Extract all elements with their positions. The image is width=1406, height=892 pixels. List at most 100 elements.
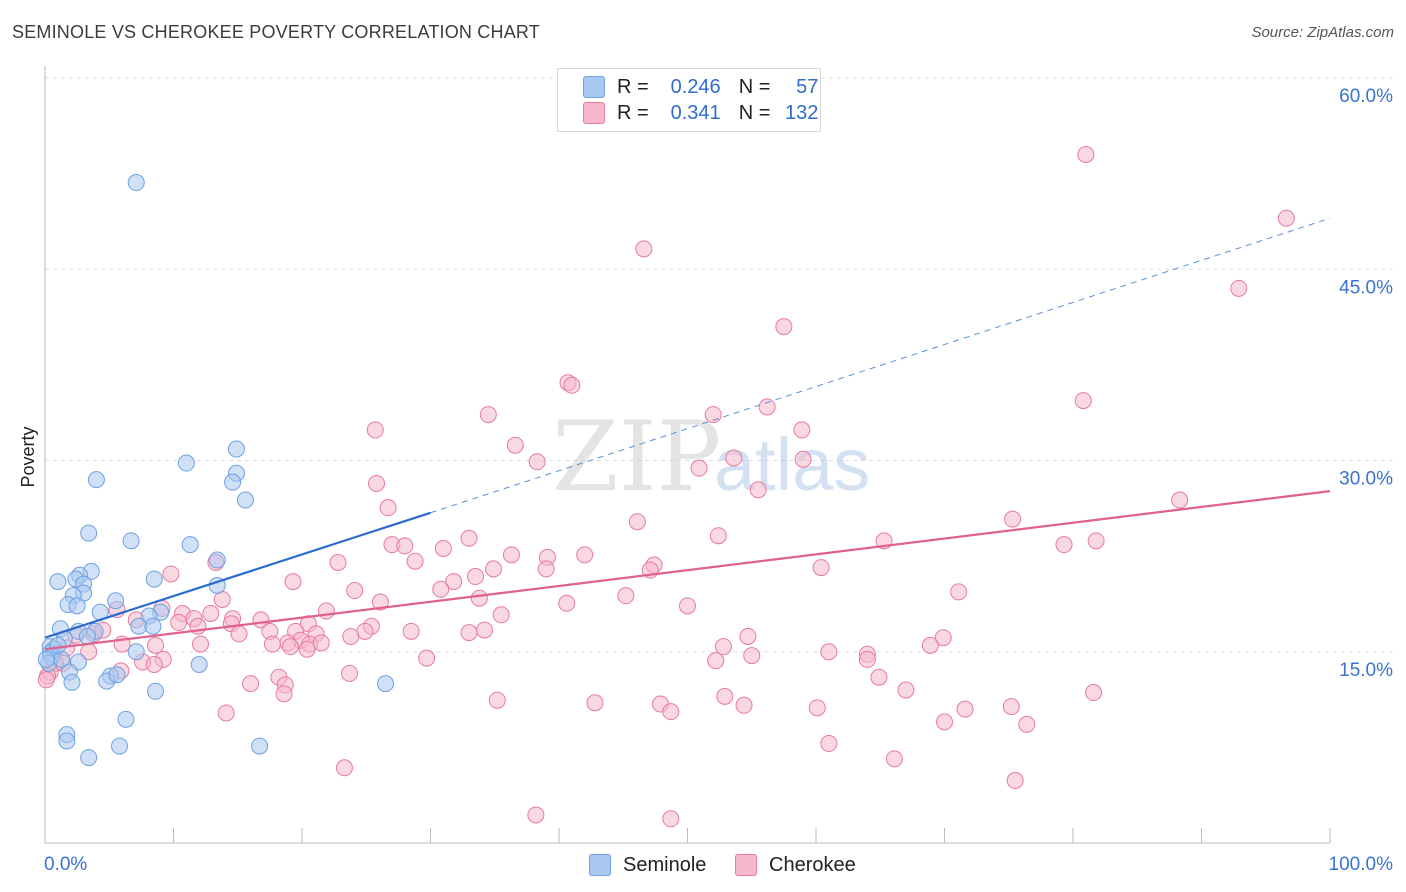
cherokee-trend-line bbox=[44, 490, 1331, 651]
y-tick-label: 30.0% bbox=[1339, 469, 1393, 490]
watermark-atlas: atlas bbox=[714, 423, 870, 506]
y-axis-label: Poverty bbox=[18, 426, 38, 487]
cherokee-point bbox=[396, 537, 414, 555]
cherokee-point bbox=[576, 546, 594, 564]
cherokee-point bbox=[635, 240, 653, 258]
cherokee-point bbox=[1230, 279, 1248, 297]
cherokee-point bbox=[242, 675, 260, 693]
cherokee-point bbox=[870, 668, 888, 686]
cherokee-point bbox=[725, 449, 743, 467]
legend-label: Cherokee bbox=[769, 853, 856, 876]
legend-label: Seminole bbox=[623, 853, 707, 876]
y-tick-label: 60.0% bbox=[1339, 86, 1393, 107]
seminole-point bbox=[122, 532, 140, 550]
cherokee-point bbox=[312, 634, 330, 652]
y-tick-label: 45.0% bbox=[1339, 277, 1393, 298]
cherokee-point bbox=[1018, 715, 1036, 733]
seminole-point bbox=[147, 682, 165, 700]
cherokee-point bbox=[230, 625, 248, 643]
seminole-point bbox=[127, 174, 145, 192]
seminole-point bbox=[208, 551, 226, 569]
cherokee-point bbox=[346, 582, 364, 600]
seminole-point bbox=[49, 573, 67, 591]
seminole-point bbox=[377, 675, 395, 693]
stats-row-seminole: R = 0.246 N = 57 bbox=[583, 75, 818, 99]
cherokee-point bbox=[820, 735, 838, 753]
cherokee-point bbox=[335, 759, 353, 777]
cherokee-point bbox=[329, 554, 347, 571]
cherokee-point bbox=[506, 436, 524, 454]
cherokee-point bbox=[1085, 684, 1103, 702]
seminole-point bbox=[111, 737, 129, 755]
cherokee-point bbox=[794, 450, 812, 468]
cherokee-point bbox=[434, 539, 452, 557]
cherokee-point bbox=[950, 583, 968, 601]
cherokee-point bbox=[484, 560, 502, 578]
cherokee-point bbox=[317, 602, 335, 620]
cherokee-point bbox=[739, 627, 757, 645]
cherokee-point bbox=[466, 568, 484, 586]
cherokee-point bbox=[470, 589, 488, 607]
chart-source: Source: ZipAtlas.com bbox=[1251, 24, 1394, 41]
seminole-point bbox=[144, 617, 162, 635]
cherokee-point bbox=[537, 560, 555, 578]
legend-item-cherokee[interactable]: Cherokee bbox=[735, 852, 856, 878]
cherokee-legend-swatch bbox=[735, 854, 757, 876]
seminole-swatch bbox=[583, 76, 605, 98]
cherokee-point bbox=[263, 635, 281, 653]
seminole-point bbox=[37, 650, 55, 668]
cherokee-point bbox=[956, 700, 974, 718]
cherokee-point bbox=[475, 621, 493, 639]
seminole-trend-extension bbox=[430, 217, 1331, 514]
cherokee-point bbox=[366, 421, 384, 439]
seminole-trend-line bbox=[44, 511, 431, 639]
seminole-point bbox=[236, 491, 254, 509]
watermark: ZIP atlas bbox=[552, 401, 870, 513]
cherokee-point bbox=[858, 650, 876, 668]
cherokee-point bbox=[342, 627, 360, 645]
y-tick-label: 15.0% bbox=[1339, 660, 1393, 681]
x-tick-label: 100.0% bbox=[1329, 854, 1394, 875]
cherokee-point bbox=[170, 613, 188, 631]
cherokee-point bbox=[775, 318, 793, 336]
cherokee-point bbox=[502, 546, 520, 564]
cherokee-point bbox=[379, 499, 397, 517]
cherokee-point bbox=[488, 691, 506, 709]
cherokee-point bbox=[707, 652, 725, 670]
seminole-point bbox=[224, 473, 242, 491]
cherokee-point bbox=[528, 453, 546, 471]
x-tick-label: 0.0% bbox=[44, 854, 87, 875]
cherokee-point bbox=[147, 636, 165, 654]
cherokee-point bbox=[1171, 491, 1189, 509]
cherokee-point bbox=[202, 605, 220, 622]
seminole-point bbox=[251, 737, 269, 755]
cherokee-point bbox=[37, 671, 55, 689]
cherokee-point bbox=[662, 703, 680, 721]
r-label: R = bbox=[617, 101, 649, 124]
seminole-point bbox=[78, 627, 96, 645]
seminole-point bbox=[87, 471, 105, 489]
cherokee-point bbox=[617, 587, 635, 605]
cherokee-point bbox=[735, 696, 753, 714]
cherokee-point bbox=[402, 622, 420, 640]
cherokee-swatch bbox=[583, 102, 605, 124]
tick-labels: 15.0% 30.0% 45.0% 60.0% 0.0% 100.0% bbox=[44, 86, 1393, 875]
cherokee-point bbox=[1277, 209, 1295, 227]
seminole-point bbox=[181, 536, 199, 554]
seminole-point bbox=[68, 597, 86, 615]
cherokee-point bbox=[298, 640, 316, 658]
cherokee-point bbox=[217, 704, 235, 722]
cherokee-point bbox=[885, 750, 903, 768]
r-value: 0.341 bbox=[670, 101, 721, 124]
cherokee-point bbox=[716, 687, 734, 705]
seminole-point bbox=[117, 710, 135, 728]
seminole-point bbox=[49, 636, 67, 654]
cherokee-point bbox=[527, 806, 545, 824]
cherokee-point bbox=[1074, 392, 1092, 410]
seminole-points bbox=[37, 174, 395, 767]
seminole-point bbox=[108, 666, 126, 684]
seminole-point bbox=[177, 454, 195, 472]
legend-item-seminole[interactable]: Seminole bbox=[589, 852, 706, 878]
stats-row-cherokee: R = 0.341 N = 132 bbox=[583, 101, 818, 125]
cherokee-point bbox=[897, 681, 915, 699]
